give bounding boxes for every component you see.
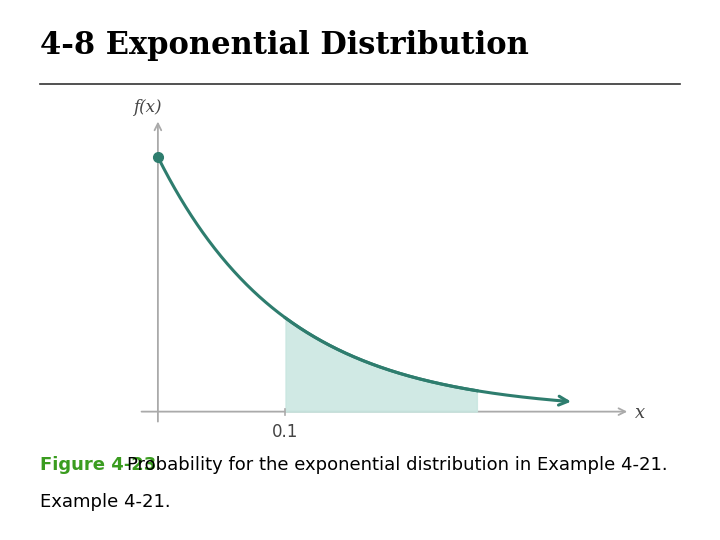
Text: f(x): f(x)	[133, 99, 162, 116]
Text: Example 4-21.: Example 4-21.	[40, 493, 170, 511]
Text: x: x	[635, 404, 645, 422]
Text: 0.1: 0.1	[272, 423, 299, 441]
Text: Probability for the exponential distribution in Example 4-21.: Probability for the exponential distribu…	[127, 456, 667, 474]
Text: Figure 4-23: Figure 4-23	[40, 456, 156, 474]
Text: 4-8 Exponential Distribution: 4-8 Exponential Distribution	[40, 30, 528, 60]
